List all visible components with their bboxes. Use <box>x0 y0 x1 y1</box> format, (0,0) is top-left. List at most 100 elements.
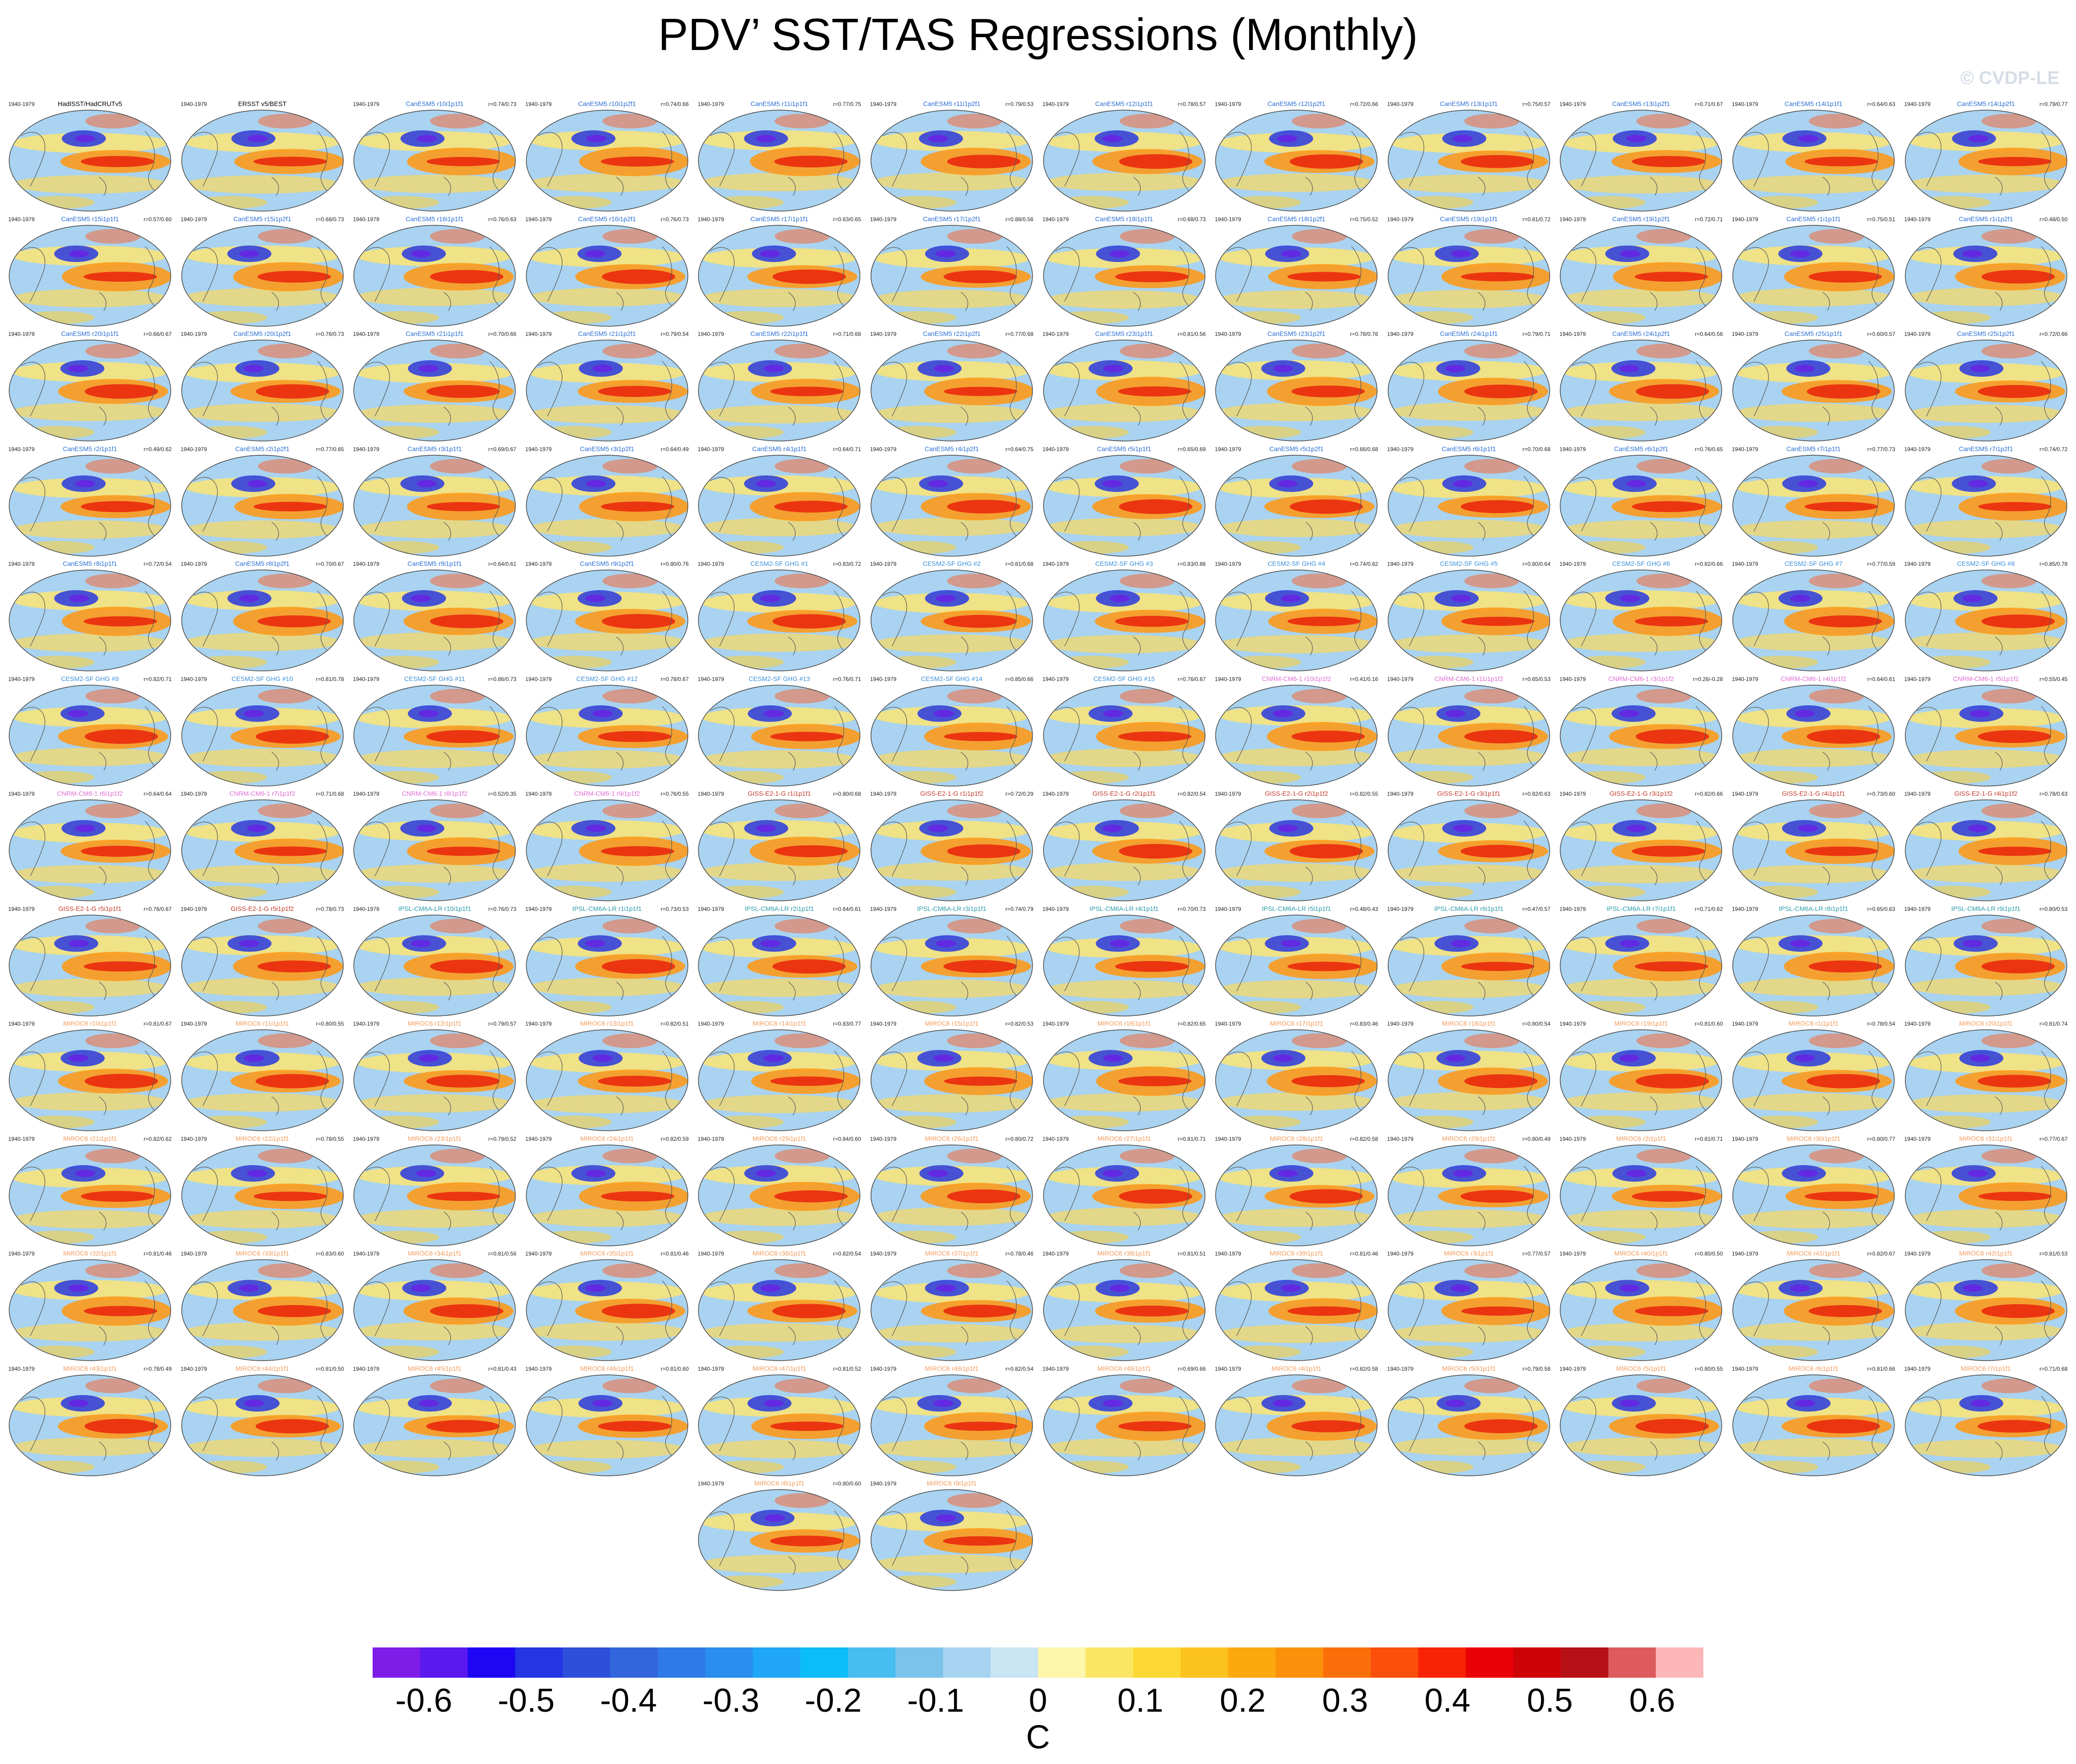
panel-period: 1940-1979 <box>525 101 552 107</box>
panel-period: 1940-1979 <box>698 1480 724 1487</box>
map-panel: 1940-1979 CanESM5 r23i1p1f1 r=0.81/0.56 <box>1042 330 1207 445</box>
panel-correlation: r=0.80/0.77 <box>1867 1135 1895 1142</box>
panel-title: MIROC6 r40i1p1f1 <box>1614 1250 1668 1257</box>
regression-map <box>181 684 344 787</box>
panel-period: 1940-1979 <box>8 791 35 797</box>
regression-map <box>181 1144 344 1246</box>
panel-period: 1940-1979 <box>1732 101 1758 107</box>
panel-correlation: r=0.82/0.65 <box>1178 1021 1206 1027</box>
colorbar-swatch <box>1561 1647 1609 1678</box>
panel-title: CanESM5 r14i1p1f1 <box>1784 100 1843 107</box>
panel-period: 1940-1979 <box>1042 331 1069 337</box>
regression-map <box>9 1259 171 1361</box>
regression-map <box>1043 454 1205 557</box>
map-panel: 1940-1979 CanESM5 r22i1p2f1 r=0.77/0.68 <box>869 330 1034 445</box>
panel-correlation: r=0.82/0.58 <box>1350 1365 1378 1372</box>
panel-title: IPSL-CM6A-LR r10i1p1f1 <box>398 904 471 912</box>
panel-period: 1940-1979 <box>1387 905 1414 912</box>
map-panel: 1940-1979 CanESM5 r17i1p1f1 r=0.63/0.65 <box>697 215 862 330</box>
regression-map <box>1388 454 1550 557</box>
colorbar-units: C <box>1026 1719 1050 1756</box>
panel-title: CESM2-SF GHG #5 <box>1440 560 1498 567</box>
panel-period: 1940-1979 <box>1559 101 1586 107</box>
colorbar-swatch <box>1513 1647 1561 1678</box>
regression-map <box>181 340 344 441</box>
panel-correlation: r=0.78/0.63 <box>2039 791 2068 797</box>
map-panel: 1940-1979 CNRM-CM6-1 r10i1p1f2 r=0.41/0.16 <box>1214 675 1379 790</box>
panel-period: 1940-1979 <box>353 1135 379 1142</box>
panel-period: 1940-1979 <box>180 331 207 337</box>
regression-map <box>526 569 688 671</box>
map-panel: 1940-1979 CNRM-CM6-1 r4i1p1f2 r=0.64/0.61 <box>1731 675 1896 790</box>
panel-title: CNRM-CM6-1 r7i1p1f2 <box>229 790 296 797</box>
regression-map <box>1215 684 1378 787</box>
map-panel: 1940-1979 CanESM5 r5i1p2f1 r=0.66/0.68 <box>1214 445 1379 560</box>
map-panel: 1940-1979 CanESM5 r6i1p2f1 r=0.76/0.65 <box>1558 445 1724 560</box>
map-panel: 1940-1979 CanESM5 r16i1p1f1 r=0.76/0.63 <box>352 215 517 330</box>
panel-correlation: r=0.77/0.68 <box>1005 331 1033 337</box>
panel-title: CanESM5 r25i1p2f1 <box>1957 330 2015 337</box>
regression-map <box>181 224 344 327</box>
panel-title: CNRM-CM6-1 r6i1p1f2 <box>57 790 123 797</box>
panel-title: CanESM5 r2i1p1f1 <box>62 445 117 452</box>
map-panel: 1940-1979 CNRM-CM6-1 r7i1p1f2 r=0.71/0.68 <box>180 790 345 904</box>
panel-period: 1940-1979 <box>353 1365 379 1372</box>
map-panel: 1940-1979 MIROC6 r34i1p1f1 r=0.81/0.56 <box>352 1250 517 1364</box>
regression-map <box>1560 110 1723 212</box>
map-panel: 1940-1979 IPSL-CM6A-LR r9i1p1f1 r=0.80/0.5… <box>1903 905 2069 1020</box>
panel-correlation: r=0.72/0.66 <box>1350 101 1378 107</box>
panel-title: CanESM5 r3i1p1f1 <box>407 445 462 452</box>
regression-map <box>871 224 1033 327</box>
panel-period: 1940-1979 <box>525 675 552 682</box>
panel-title: GISS-E2-1-G r1i1p1f1 <box>748 790 811 797</box>
panel-correlation: r=0.82/0.66 <box>1695 791 1723 797</box>
regression-map <box>353 914 516 1016</box>
panel-correlation: r=0.76/0.73 <box>660 216 689 223</box>
regression-map <box>1388 1259 1550 1361</box>
panel-period: 1940-1979 <box>1732 1365 1758 1372</box>
panel-period: 1940-1979 <box>1387 446 1414 452</box>
panel-period: 1940-1979 <box>870 1250 897 1257</box>
map-panel: 1940-1979 CanESM5 r9i1p2f1 r=0.80/0.76 <box>525 560 690 675</box>
panel-period: 1940-1979 <box>353 446 379 452</box>
map-panel: 1940-1979 IPSL-CM6A-LR r5i1p1f1 r=0.48/0.4… <box>1214 905 1379 1020</box>
panel-title: CanESM5 r23i1p2f1 <box>1267 330 1326 337</box>
regression-map <box>9 1374 171 1476</box>
panel-period: 1940-1979 <box>870 331 897 337</box>
panel-correlation: r=0.80/0.68 <box>833 791 861 797</box>
map-panel: 1940-1979 MIROC6 r39i1p1f1 r=0.81/0.46 <box>1214 1250 1379 1364</box>
regression-map <box>1732 914 1895 1016</box>
regression-map <box>526 914 688 1016</box>
regression-map <box>353 454 516 557</box>
map-panel: 1940-1979 CanESM5 r20i1p2f1 r=0.76/0.73 <box>180 330 345 445</box>
panel-period: 1940-1979 <box>698 216 724 223</box>
panel-correlation: r=0.82/0.66 <box>1695 561 1723 567</box>
regression-map <box>1043 799 1205 901</box>
regression-map <box>1215 569 1378 671</box>
map-panel: 1940-1979 CanESM5 r18i1p1f1 r=0.68/0.73 <box>1042 215 1207 330</box>
panel-correlation: r=0.80/0.53 <box>2039 905 2068 912</box>
regression-map <box>1215 224 1378 327</box>
panel-correlation: r=0.78/0.73 <box>316 905 344 912</box>
panel-period: 1940-1979 <box>180 101 207 107</box>
panel-period: 1940-1979 <box>180 791 207 797</box>
map-panel: 1940-1979 IPSL-CM6A-LR r4i1p1f1 r=0.70/0.7… <box>1042 905 1207 1020</box>
panel-period: 1940-1979 <box>1387 101 1414 107</box>
regression-map <box>1904 569 2067 671</box>
panel-period: 1940-1979 <box>1215 1250 1241 1257</box>
panel-period: 1940-1979 <box>870 1480 897 1487</box>
map-panel: 1940-1979 CanESM5 r12i1p1f1 r=0.78/0.57 <box>1042 100 1207 215</box>
map-panel: 1940-1979 MIROC6 r43i1p1f1 r=0.78/0.49 <box>7 1365 173 1479</box>
panel-period: 1940-1979 <box>353 1021 379 1027</box>
regression-map <box>1904 1144 2067 1246</box>
panel-correlation: r=0.47/0.57 <box>1522 905 1551 912</box>
panel-title: MIROC6 r44i1p1f1 <box>235 1364 289 1372</box>
colorbar-swatch <box>705 1647 753 1678</box>
panel-period: 1940-1979 <box>870 561 897 567</box>
regression-map <box>1215 1374 1378 1476</box>
map-panel: 1940-1979 CESM2-SF GHG #11 r=0.86/0.73 <box>352 675 517 790</box>
regression-map <box>871 1029 1033 1131</box>
regression-map <box>1732 110 1895 212</box>
regression-map <box>1904 1259 2067 1361</box>
panel-correlation: r=0.80/0.55 <box>316 1021 344 1027</box>
